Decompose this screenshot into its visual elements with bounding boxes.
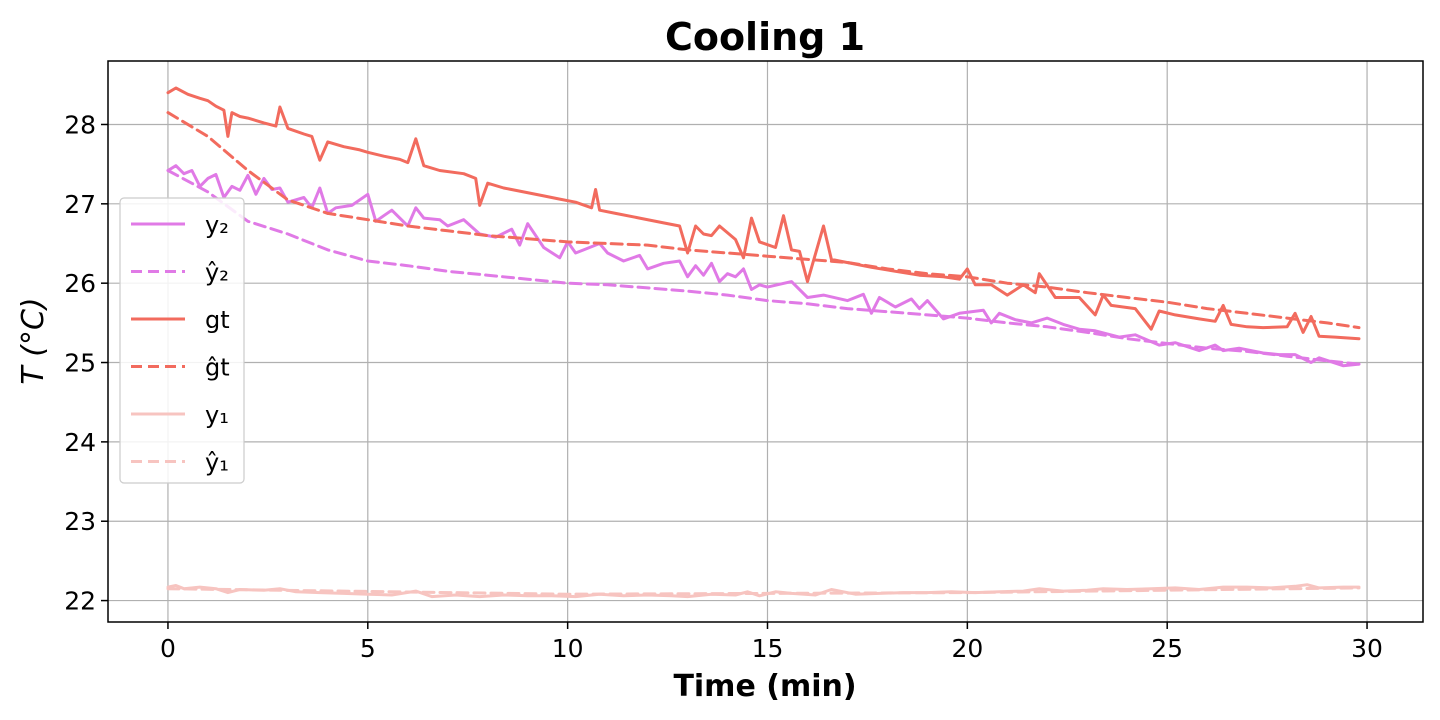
axis-ticks: 0 5 10 15 20 25 30 22 23 24 25 26 27 28 [64, 110, 1383, 663]
legend-label: gt [205, 306, 230, 334]
x-axis-label: Time (min) [673, 669, 856, 704]
legend: y₂ ŷ₂ gt ĝt y₁ ŷ₁ [119, 197, 245, 484]
y-tick-label: 25 [64, 349, 96, 378]
y-tick-label: 23 [64, 507, 96, 536]
legend-label: ŷ₂ [205, 259, 229, 287]
series-line-4 [166, 111, 1361, 330]
series-line-3 [166, 86, 1361, 341]
x-tick-label: 5 [360, 634, 376, 663]
x-tick-label: 25 [1151, 634, 1183, 663]
y-tick-label: 26 [64, 269, 96, 298]
series-line-5 [166, 583, 1361, 599]
legend-label: ŷ₁ [205, 449, 229, 477]
legend-box [119, 197, 245, 484]
plot-frame [107, 60, 1424, 623]
series-line-6 [166, 586, 1361, 596]
y-tick-label: 24 [64, 428, 96, 457]
grid-lines [108, 61, 1423, 622]
x-tick-label: 20 [951, 634, 983, 663]
chart-title: Cooling 1 [665, 15, 865, 59]
x-tick-label: 15 [752, 634, 784, 663]
series-line-2 [166, 169, 1361, 366]
legend-label: ĝt [205, 354, 230, 382]
y-axis-label: T (°C) [16, 297, 51, 384]
x-tick-label: 30 [1351, 634, 1383, 663]
x-tick-label: 0 [160, 634, 176, 663]
x-tick-label: 10 [552, 634, 584, 663]
y-tick-label: 27 [64, 190, 96, 219]
series-line-1 [166, 164, 1361, 368]
y-tick-label: 22 [64, 587, 96, 616]
legend-label: y₁ [205, 401, 229, 429]
y-tick-label: 28 [64, 110, 96, 139]
series-lines [166, 86, 1361, 599]
legend-label: y₂ [205, 211, 229, 239]
